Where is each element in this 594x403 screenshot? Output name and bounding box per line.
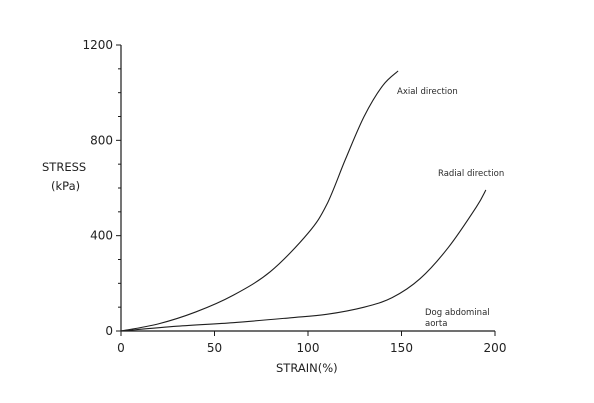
y-tick-label: 0 [105, 324, 113, 338]
aorta-label: aorta [425, 319, 447, 329]
x-tick-label: 200 [484, 341, 507, 355]
y-axis-title-line-1: STRESS [42, 160, 86, 174]
y-tick-label: 800 [90, 133, 113, 147]
y-axis-title-line-2: (kPa) [51, 179, 80, 193]
y-ticks: 0 400 800 1200 [82, 38, 121, 338]
radial-direction-label: Radial direction [438, 169, 504, 179]
x-tick-label: 0 [117, 341, 125, 355]
x-ticks: 0 50 100 150 200 [117, 331, 506, 355]
y-tick-label: 1200 [82, 38, 113, 52]
x-tick-label: 150 [390, 341, 413, 355]
dog-abdominal-label: Dog abdominal [425, 308, 490, 318]
x-tick-label: 50 [207, 341, 222, 355]
series-layer [120, 70, 487, 332]
radial-direction-series-line [120, 189, 487, 332]
axial-direction-series-line [120, 70, 399, 332]
axial-direction-label: Axial direction [397, 87, 458, 97]
x-axis-title: STRAIN(%) [276, 361, 338, 375]
x-tick-label: 100 [297, 341, 320, 355]
y-tick-label: 400 [90, 229, 113, 243]
